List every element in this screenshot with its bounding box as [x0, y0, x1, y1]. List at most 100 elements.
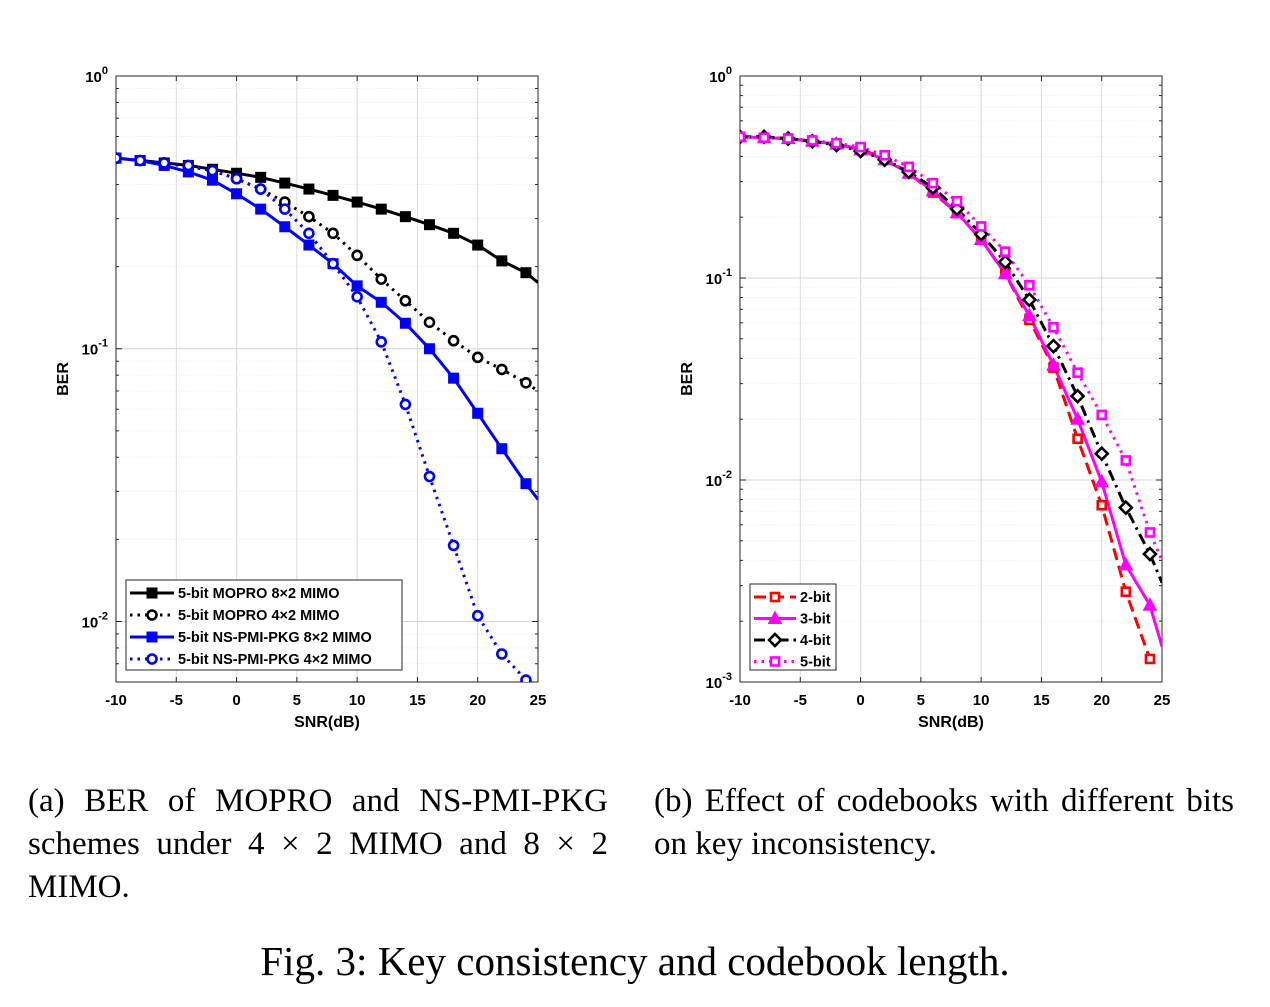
figure-canvas: -10 -5 0 5 10 15 20 2510010-110-2SNR(dB)BER5-bi… — [55, 65, 1170, 731]
data-point — [1070, 411, 1085, 425]
data-point — [975, 221, 987, 232]
data-point — [423, 470, 436, 483]
data-point — [206, 164, 219, 177]
data-point — [206, 174, 218, 186]
x-tick-label: 15 — [409, 692, 426, 709]
chart-b-series-3-markers — [740, 128, 1158, 562]
data-point — [399, 211, 411, 223]
data-point — [520, 674, 532, 682]
data-point — [447, 334, 460, 347]
x-tick-label: 10 — [349, 692, 366, 709]
chart-a-plot-area — [116, 152, 538, 682]
data-point — [399, 294, 412, 307]
chart-b-series-1-markers — [740, 131, 1156, 665]
data-point — [496, 443, 508, 455]
data-point — [903, 161, 915, 173]
data-point — [1048, 322, 1059, 333]
x-tick-label: 0 — [232, 692, 240, 709]
data-point — [158, 157, 171, 169]
x-tick-label: 15 — [1033, 692, 1050, 709]
data-point — [254, 183, 267, 195]
data-point — [951, 195, 963, 207]
data-point — [1022, 307, 1037, 322]
data-point — [1069, 388, 1086, 405]
data-point — [303, 210, 315, 223]
y-tick-label: 100 — [85, 65, 108, 86]
legend-entry: 2-bit — [800, 590, 831, 606]
x-tick-label: -10 — [729, 692, 751, 709]
legend-entry: 4-bit — [800, 633, 831, 649]
data-point — [1096, 499, 1108, 511]
chart-a-series-3-markers — [116, 152, 532, 490]
data-point — [182, 159, 195, 172]
data-point — [1120, 586, 1132, 597]
chart-b-legend: 2-bit 3-bit 4-bit 5-bit — [749, 583, 837, 671]
data-point — [255, 203, 267, 215]
figure-caption: Fig. 3: Key consistency and codebook len… — [260, 938, 1010, 984]
x-tick-label: -5 — [170, 692, 183, 709]
data-point — [927, 177, 939, 189]
legend-entry: 3-bit — [800, 612, 831, 628]
data-point — [279, 177, 291, 189]
chart-a-x-axis-label: SNR(dB) — [294, 714, 360, 731]
data-point — [997, 254, 1014, 270]
data-point — [471, 351, 484, 364]
data-point — [758, 132, 770, 143]
chart-b-plot-area — [740, 128, 1162, 665]
data-point — [1144, 653, 1156, 665]
x-tick-label: 0 — [856, 692, 864, 709]
chart-a: -10 -5 0 5 10 15 20 25 100 10-1 10-2 SNR(dB) BER 5-bi… — [55, 65, 546, 731]
data-point — [1118, 556, 1134, 571]
data-point — [303, 227, 315, 240]
chart-a-series-1-line — [116, 156, 538, 284]
data-point — [327, 189, 339, 201]
data-point — [423, 343, 435, 355]
data-point — [831, 137, 842, 149]
y-tick-label: 10-1 — [706, 267, 732, 288]
data-point — [303, 183, 315, 195]
data-point — [351, 291, 363, 303]
chart-b-series-1-line — [740, 135, 1152, 660]
data-point — [116, 152, 122, 164]
data-point — [351, 280, 363, 292]
data-point — [447, 539, 460, 552]
chart-b-series-4-markers — [740, 131, 1156, 538]
data-point — [1046, 357, 1061, 371]
legend-box — [125, 579, 403, 671]
data-point — [423, 219, 435, 231]
chart-a-legend: 5-bit MOPRO 8×2 MIMO 5-bit MOPRO 4×2 MIMO… — [125, 579, 403, 671]
data-point — [351, 249, 363, 262]
chart-b: -10 -5 0 5 10 15 20 25 100 10-1 10-2 10-3 SNR(dB) BER… — [679, 65, 1170, 731]
x-tick-label: -5 — [794, 692, 807, 709]
data-point — [375, 296, 387, 308]
data-point — [472, 239, 484, 251]
data-point — [399, 398, 412, 411]
data-point — [997, 265, 1013, 280]
data-point — [1045, 338, 1062, 354]
legend-marker — [767, 632, 783, 648]
chart-b-series-3-line — [740, 135, 1162, 584]
x-tick-label: 20 — [469, 692, 486, 709]
data-point — [231, 188, 243, 200]
data-point — [879, 149, 890, 161]
subfigure-b-caption: (b) Effect of codebooks with different b… — [654, 783, 1234, 862]
data-point — [1024, 280, 1035, 291]
x-tick-label: -10 — [105, 692, 127, 709]
data-point — [1021, 291, 1038, 308]
x-tick-label: 25 — [1154, 692, 1171, 709]
chart-b-series-2-line — [740, 135, 1162, 647]
chart-a-series-1-markers — [116, 152, 532, 279]
chart-b-axes-box — [739, 75, 1163, 683]
data-point — [255, 171, 267, 183]
legend-entry: 5-bit NS-PMI-PKG 8×2 MIMO — [178, 630, 372, 646]
data-point — [520, 478, 532, 490]
data-point — [807, 135, 818, 146]
x-tick-label: 5 — [917, 692, 925, 709]
legend-marker — [767, 610, 783, 624]
data-point — [471, 609, 484, 622]
data-point — [999, 246, 1011, 257]
data-point — [782, 133, 794, 144]
legend-entry: 5-bit — [800, 655, 831, 671]
data-point — [375, 273, 388, 285]
x-tick-label: 10 — [973, 692, 990, 709]
